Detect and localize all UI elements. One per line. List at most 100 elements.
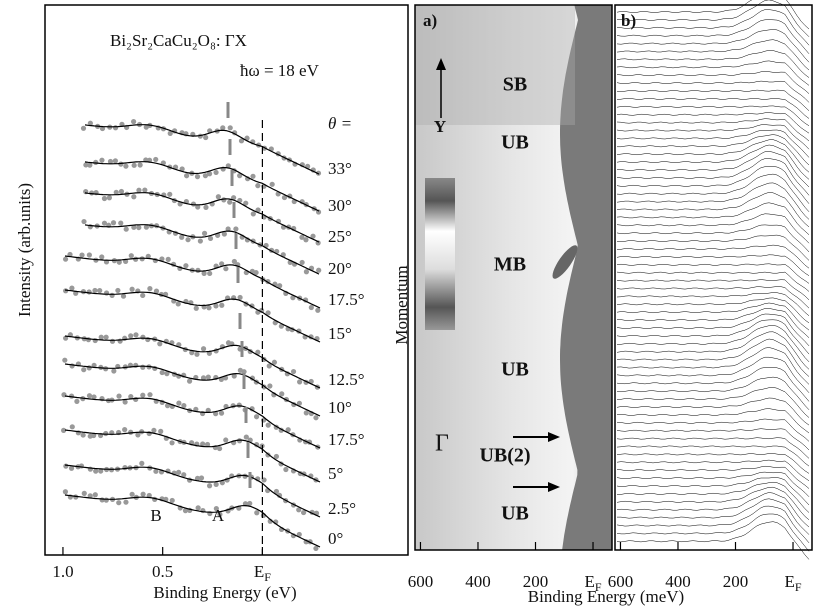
x-axis-label: Binding Energy (eV) — [153, 583, 296, 602]
data-dot — [195, 267, 201, 273]
data-dot — [147, 392, 153, 398]
data-dot — [91, 432, 97, 439]
data-dot — [128, 393, 134, 400]
edc-line — [616, 60, 810, 86]
data-dot — [175, 301, 181, 307]
data-dot — [92, 492, 98, 498]
data-dot — [86, 393, 93, 399]
data-dot — [97, 287, 103, 294]
edc-line — [616, 71, 810, 94]
edc-line — [616, 292, 810, 316]
data-dot — [250, 173, 256, 179]
data-dot — [296, 531, 302, 538]
data-dot — [202, 173, 209, 179]
data-dot — [159, 256, 165, 262]
data-dot — [69, 424, 75, 430]
edc-line — [616, 505, 810, 544]
data-dot — [151, 427, 157, 434]
data-dot — [238, 138, 245, 144]
data-dot — [303, 237, 309, 243]
edc-line — [617, 308, 810, 338]
data-dot — [219, 302, 225, 308]
edc-line — [616, 224, 810, 253]
data-dot — [103, 497, 109, 503]
data-dot — [118, 220, 124, 226]
data-dot — [146, 430, 152, 437]
edc-line — [617, 498, 810, 535]
data-dot — [81, 367, 87, 373]
data-dot — [249, 406, 255, 412]
edc-curve — [64, 429, 321, 483]
data-dot — [315, 307, 321, 313]
data-dot — [267, 383, 273, 389]
arrow-head — [548, 432, 560, 442]
data-dot — [69, 285, 75, 291]
data-dot — [80, 432, 86, 438]
data-dot — [220, 125, 226, 131]
data-dot — [255, 207, 261, 213]
data-dot — [109, 338, 116, 344]
data-dot — [103, 430, 109, 437]
data-dot — [231, 195, 237, 201]
data-dot — [103, 334, 109, 340]
data-dot — [183, 263, 189, 269]
edc-line — [617, 481, 810, 513]
y-arrow-label: Y — [434, 117, 446, 136]
data-dot — [116, 500, 122, 506]
data-dot — [142, 187, 148, 193]
data-dot — [86, 365, 92, 371]
data-dot — [99, 254, 105, 260]
data-dot — [206, 483, 213, 489]
x-tick-label: 600 — [408, 572, 434, 591]
angle-label: 30° — [328, 196, 352, 215]
edc-line — [616, 492, 810, 528]
data-dot — [223, 437, 229, 443]
data-dot — [145, 253, 151, 259]
x-tick-label: 400 — [665, 572, 691, 591]
data-dot — [219, 480, 225, 486]
data-dot — [133, 332, 139, 338]
edc-line — [616, 158, 810, 196]
data-dot — [133, 256, 139, 262]
edc-line — [616, 202, 810, 235]
data-dot — [122, 427, 128, 433]
data-dot — [62, 357, 68, 363]
data-dot — [147, 286, 153, 292]
sample-title: Bi₂Sr₂CaCu₂O₈: ΓX — [110, 31, 247, 50]
data-dot — [131, 162, 137, 168]
data-dot — [99, 157, 105, 163]
data-dot — [296, 507, 302, 513]
x-axis-label: Binding Energy (meV) — [528, 587, 684, 606]
data-dot — [128, 253, 134, 259]
data-dot — [107, 158, 114, 165]
data-dot — [164, 403, 171, 409]
data-dot — [99, 125, 106, 132]
data-dot — [62, 256, 69, 262]
data-dot — [265, 310, 271, 316]
data-dot — [110, 220, 117, 226]
region-label: MB — [494, 254, 526, 276]
data-dot — [87, 162, 93, 168]
data-dot — [68, 465, 75, 471]
edc-line — [616, 112, 810, 134]
data-dot — [206, 305, 212, 311]
edc-line — [616, 297, 810, 324]
edc-curve — [84, 161, 320, 212]
data-dot — [303, 269, 310, 275]
data-dot — [123, 226, 129, 232]
data-dot — [279, 391, 285, 397]
region-label: UB — [501, 503, 529, 525]
data-dot — [74, 398, 80, 404]
data-dot — [299, 259, 305, 266]
data-dot — [159, 369, 165, 376]
data-dot — [158, 428, 164, 434]
fermi-edge — [560, 5, 612, 550]
edc-line — [616, 182, 810, 220]
angle-label: 15° — [328, 324, 352, 343]
data-dot — [299, 234, 305, 240]
data-dot — [205, 407, 211, 413]
edc-line — [616, 271, 810, 292]
data-dot — [120, 293, 127, 299]
data-dot — [86, 289, 92, 295]
edc-line — [616, 445, 810, 467]
